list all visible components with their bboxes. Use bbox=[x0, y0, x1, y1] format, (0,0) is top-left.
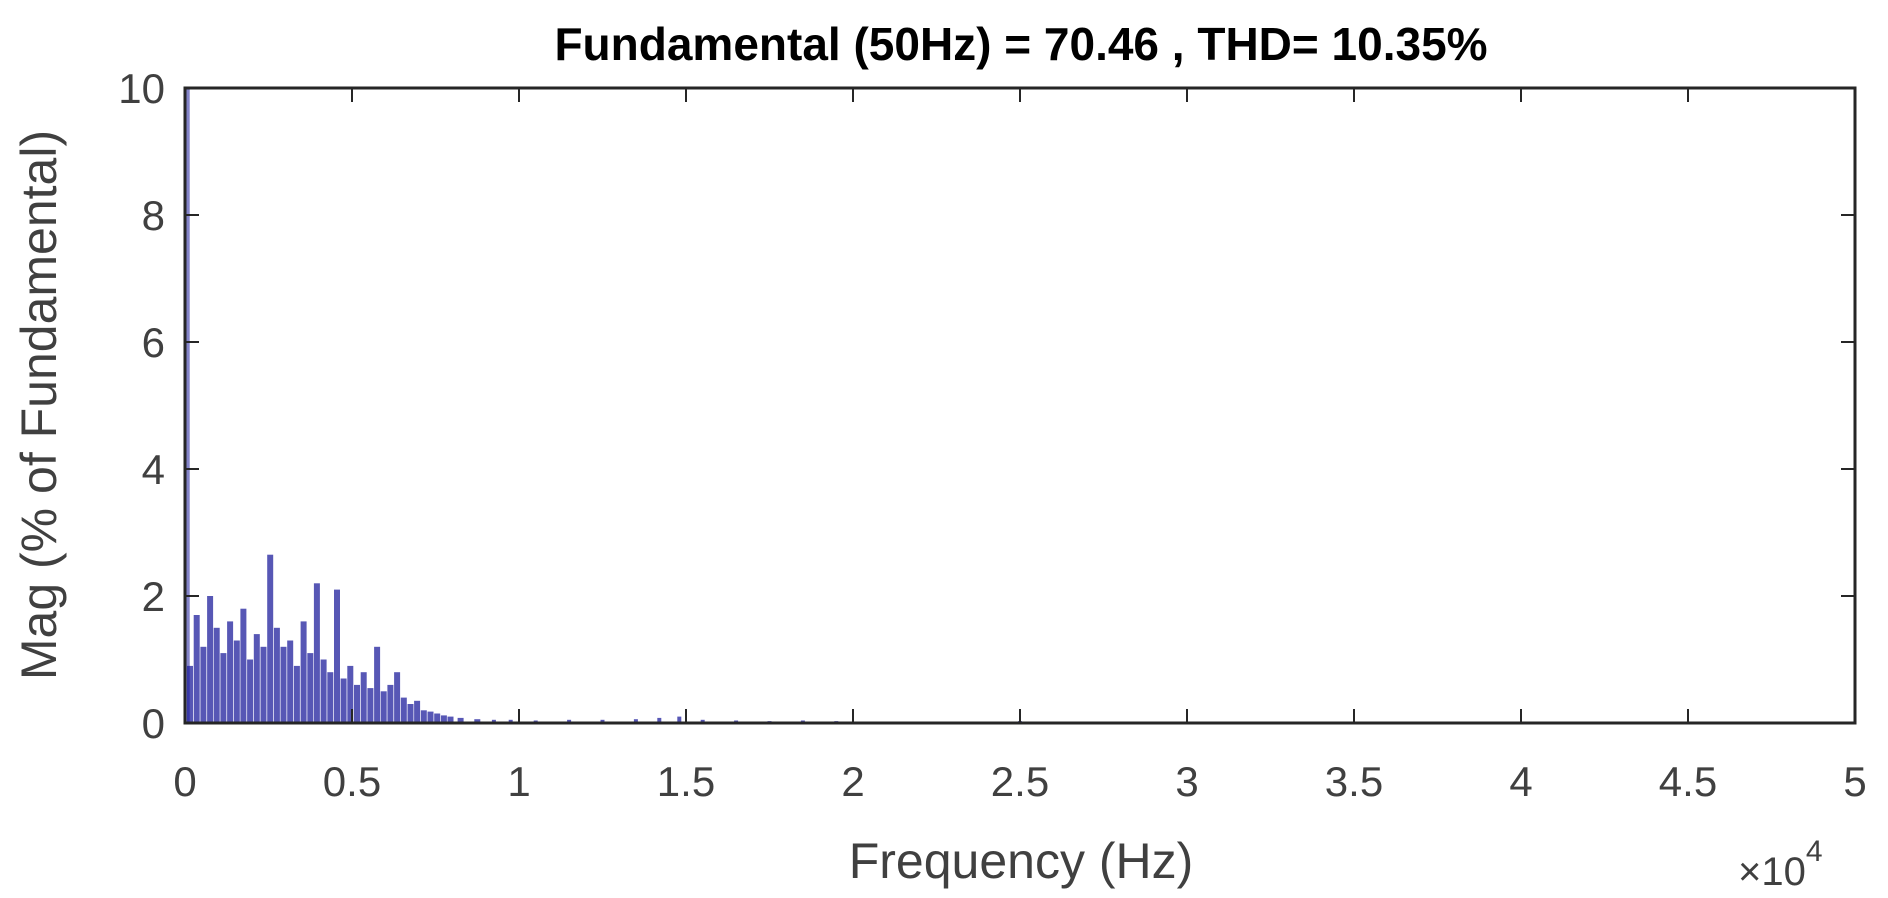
x-multiplier-exponent: 4 bbox=[1806, 835, 1823, 868]
bar-series bbox=[183, 88, 1824, 724]
spectrum-bar bbox=[354, 684, 360, 723]
x-tick-label: 3.5 bbox=[1325, 758, 1383, 805]
x-tick-label: 1.5 bbox=[657, 758, 715, 805]
spectrum-bar bbox=[633, 719, 638, 723]
spectrum-bar bbox=[600, 719, 605, 723]
x-axis-label: Frequency (Hz) bbox=[849, 833, 1194, 889]
spectrum-bar bbox=[567, 719, 572, 723]
y-axis-label: Mag (% of Fundamental) bbox=[11, 130, 67, 680]
x-tick-label: 2.5 bbox=[991, 758, 1049, 805]
spectrum-bar bbox=[183, 88, 190, 723]
x-axis: 0 0.5 1 1.5 2 2.5 3 3.5 4 4.5 5 bbox=[173, 88, 1867, 805]
y-axis: 0 2 4 6 8 10 bbox=[118, 65, 1855, 747]
spectrum-bar bbox=[380, 691, 387, 724]
spectrum-bar bbox=[440, 715, 447, 723]
spectrum-bar bbox=[187, 665, 193, 723]
spectrum-bar bbox=[320, 659, 327, 723]
spectrum-bar bbox=[313, 583, 320, 723]
spectrum-bar bbox=[427, 711, 434, 723]
plot-area bbox=[183, 86, 1857, 725]
spectrum-bar bbox=[367, 688, 374, 723]
y-tick-label: 8 bbox=[142, 192, 165, 239]
y-tick-label: 2 bbox=[142, 573, 165, 620]
spectrum-bar bbox=[340, 678, 347, 723]
x-tick-label: 4 bbox=[1509, 758, 1532, 805]
spectrum-bar bbox=[420, 710, 427, 723]
y-tick-label: 10 bbox=[118, 65, 165, 112]
spectrum-bar bbox=[508, 719, 513, 723]
x-axis-multiplier: ×104 bbox=[1738, 835, 1823, 894]
chart-title: Fundamental (50Hz) = 70.46 , THD= 10.35% bbox=[554, 18, 1487, 70]
spectrum-bar bbox=[491, 719, 496, 723]
x-tick-label: 1 bbox=[507, 758, 530, 805]
spectrum-bar bbox=[233, 640, 240, 723]
spectrum-bar bbox=[280, 646, 287, 723]
x-tick-label: 3 bbox=[1175, 758, 1198, 805]
spectrum-bar bbox=[240, 608, 247, 723]
spectrum-bar bbox=[260, 646, 267, 723]
spectrum-bar bbox=[307, 653, 314, 723]
y-tick-label: 4 bbox=[142, 446, 165, 493]
x-tick-label: 5 bbox=[1843, 758, 1866, 805]
spectrum-bar bbox=[213, 627, 220, 724]
y-tick-label: 0 bbox=[142, 700, 165, 747]
spectrum-bar bbox=[394, 672, 401, 723]
spectrum-bar bbox=[327, 672, 334, 723]
spectrum-bar bbox=[374, 646, 381, 723]
spectrum-bar bbox=[360, 672, 367, 723]
x-tick-label: 0.5 bbox=[323, 758, 381, 805]
x-tick-label: 2 bbox=[841, 758, 864, 805]
spectrum-bar bbox=[200, 646, 207, 723]
spectrum-bar bbox=[300, 621, 307, 723]
spectrum-bar bbox=[227, 621, 234, 723]
x-tick-label: 0 bbox=[173, 758, 196, 805]
spectrum-bar bbox=[447, 716, 454, 723]
spectrum-bar bbox=[247, 659, 254, 723]
spectrum-bar bbox=[474, 719, 481, 723]
spectrum-bar bbox=[414, 700, 421, 723]
spectrum-bar bbox=[193, 615, 200, 723]
spectrum-bar bbox=[273, 627, 280, 724]
spectrum-bar bbox=[253, 634, 260, 723]
spectrum-bar bbox=[334, 589, 340, 723]
spectrum-bar bbox=[293, 665, 300, 723]
spectrum-bar bbox=[457, 717, 464, 723]
spectrum-bar bbox=[407, 704, 414, 723]
spectrum-bar bbox=[207, 596, 214, 723]
spectrum-bar bbox=[287, 640, 294, 723]
y-tick-label: 6 bbox=[142, 319, 165, 366]
spectrum-bar bbox=[400, 697, 407, 723]
x-tick-label: 4.5 bbox=[1659, 758, 1717, 805]
spectrum-bar bbox=[677, 716, 682, 723]
spectrum-bar bbox=[387, 684, 394, 723]
spectrum-bar bbox=[347, 665, 354, 723]
spectrum-bar bbox=[700, 719, 705, 723]
spectrum-bar bbox=[434, 713, 441, 723]
spectrum-bar bbox=[220, 653, 227, 723]
x-multiplier-base: ×10 bbox=[1738, 850, 1806, 894]
spectrum-bar bbox=[657, 717, 662, 723]
spectrum-bar bbox=[267, 554, 274, 723]
